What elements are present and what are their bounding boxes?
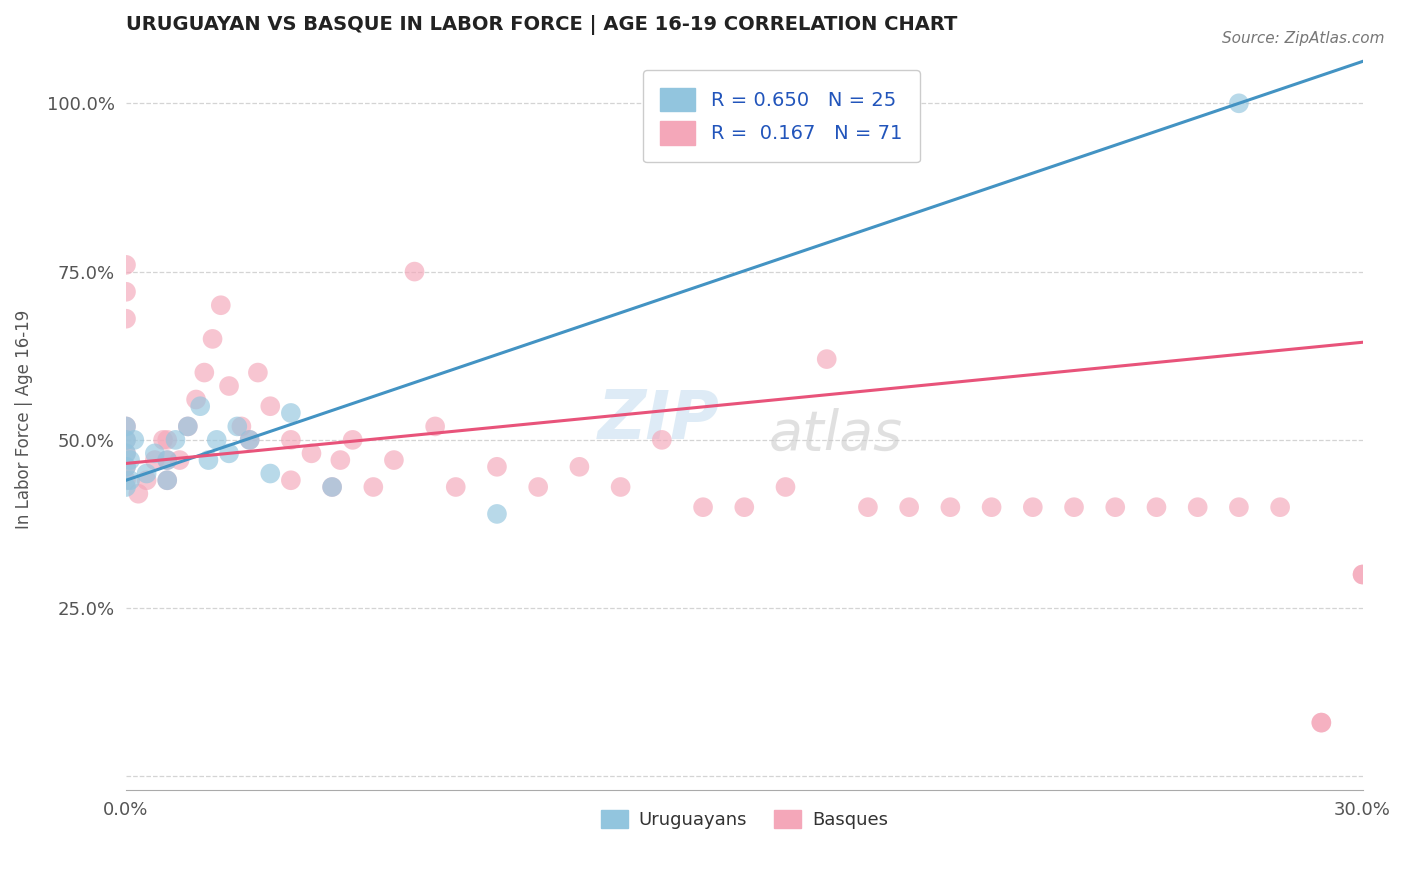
Point	[177, 419, 200, 434]
Point	[115, 459, 138, 474]
Text: URUGUAYAN VS BASQUE IN LABOR FORCE | AGE 16-19 CORRELATION CHART: URUGUAYAN VS BASQUE IN LABOR FORCE | AGE…	[127, 15, 957, 35]
Point	[201, 332, 224, 346]
Point	[193, 366, 215, 380]
Point	[568, 459, 591, 474]
Point	[1310, 715, 1333, 730]
Point	[1022, 500, 1045, 515]
Point	[898, 500, 921, 515]
Point	[231, 419, 253, 434]
Point	[115, 446, 138, 460]
Point	[120, 473, 142, 487]
Point	[115, 433, 138, 447]
Point	[1227, 500, 1250, 515]
Text: atlas: atlas	[769, 408, 903, 461]
Point	[259, 399, 281, 413]
Point	[115, 433, 138, 447]
Point	[122, 433, 145, 447]
Point	[115, 446, 138, 460]
Point	[239, 433, 262, 447]
Point	[143, 453, 166, 467]
Point	[226, 419, 249, 434]
Point	[527, 480, 550, 494]
Point	[239, 433, 262, 447]
Point	[1227, 96, 1250, 111]
Point	[444, 480, 467, 494]
Point	[485, 459, 508, 474]
Point	[156, 453, 179, 467]
Point	[120, 453, 142, 467]
Point	[115, 311, 138, 326]
Point	[115, 419, 138, 434]
Point	[246, 366, 269, 380]
Point	[135, 467, 157, 481]
Point	[651, 433, 673, 447]
Text: Source: ZipAtlas.com: Source: ZipAtlas.com	[1222, 31, 1385, 46]
Point	[156, 473, 179, 487]
Point	[1104, 500, 1126, 515]
Point	[115, 480, 138, 494]
Point	[280, 473, 302, 487]
Point	[321, 480, 343, 494]
Point	[169, 453, 191, 467]
Point	[115, 459, 138, 474]
Point	[197, 453, 219, 467]
Point	[404, 264, 426, 278]
Point	[1063, 500, 1085, 515]
Point	[280, 406, 302, 420]
Point	[301, 446, 323, 460]
Point	[218, 446, 240, 460]
Point	[815, 352, 838, 367]
Point	[156, 473, 179, 487]
Point	[939, 500, 962, 515]
Legend: Uruguayans, Basques: Uruguayans, Basques	[593, 803, 896, 837]
Point	[205, 433, 228, 447]
Point	[856, 500, 879, 515]
Point	[156, 433, 179, 447]
Point	[135, 473, 157, 487]
Point	[321, 480, 343, 494]
Point	[485, 507, 508, 521]
Point	[218, 379, 240, 393]
Point	[1351, 567, 1374, 582]
Point	[115, 473, 138, 487]
Point	[363, 480, 385, 494]
Y-axis label: In Labor Force | Age 16-19: In Labor Force | Age 16-19	[15, 310, 32, 529]
Point	[184, 392, 207, 407]
Point	[1310, 715, 1333, 730]
Point	[692, 500, 714, 515]
Point	[423, 419, 446, 434]
Point	[127, 487, 149, 501]
Point	[775, 480, 797, 494]
Point	[165, 433, 187, 447]
Point	[156, 453, 179, 467]
Point	[1187, 500, 1209, 515]
Point	[177, 419, 200, 434]
Point	[259, 467, 281, 481]
Point	[382, 453, 405, 467]
Point	[115, 258, 138, 272]
Point	[209, 298, 232, 312]
Point	[115, 419, 138, 434]
Point	[1268, 500, 1291, 515]
Point	[329, 453, 352, 467]
Text: ZIP: ZIP	[598, 386, 720, 452]
Point	[342, 433, 364, 447]
Point	[152, 433, 174, 447]
Point	[1351, 567, 1374, 582]
Point	[143, 446, 166, 460]
Point	[188, 399, 211, 413]
Point	[609, 480, 631, 494]
Point	[733, 500, 755, 515]
Point	[115, 285, 138, 299]
Point	[980, 500, 1002, 515]
Point	[280, 433, 302, 447]
Point	[1146, 500, 1168, 515]
